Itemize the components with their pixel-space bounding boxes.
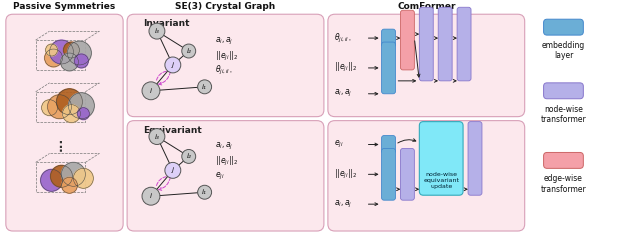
Text: $\boldsymbol{a_i, a_j}$: $\boldsymbol{a_i, a_j}$	[334, 88, 353, 99]
FancyBboxPatch shape	[543, 153, 583, 168]
Circle shape	[49, 40, 74, 64]
FancyBboxPatch shape	[543, 19, 583, 35]
FancyBboxPatch shape	[381, 42, 396, 94]
Text: i₃: i₃	[154, 134, 159, 139]
Text: $||\boldsymbol{e_{ji}}||_2$: $||\boldsymbol{e_{ji}}||_2$	[334, 61, 357, 74]
Text: j: j	[172, 167, 174, 173]
Text: i₂: i₂	[186, 48, 191, 54]
FancyBboxPatch shape	[468, 122, 482, 195]
Text: SE(3) Crystal Graph: SE(3) Crystal Graph	[175, 2, 276, 11]
Circle shape	[165, 162, 180, 178]
Circle shape	[47, 95, 72, 119]
FancyBboxPatch shape	[381, 135, 396, 154]
FancyBboxPatch shape	[328, 121, 525, 231]
Circle shape	[61, 162, 85, 186]
FancyBboxPatch shape	[381, 29, 396, 47]
Circle shape	[198, 80, 212, 94]
Text: j: j	[172, 62, 174, 68]
FancyBboxPatch shape	[401, 10, 414, 70]
Text: $\boldsymbol{e_{ji}}$: $\boldsymbol{e_{ji}}$	[334, 139, 344, 150]
Text: embedding
layer: embedding layer	[542, 41, 585, 60]
Text: $||\boldsymbol{e_{ji}}||_2$: $||\boldsymbol{e_{ji}}||_2$	[214, 155, 237, 168]
Text: Passive Symmetries: Passive Symmetries	[13, 2, 116, 11]
Text: i₂: i₂	[186, 154, 191, 159]
Text: ComFormer: ComFormer	[397, 2, 456, 11]
Text: i: i	[150, 193, 152, 199]
Circle shape	[182, 150, 196, 163]
Text: $\theta_{ji,ii_*}$: $\theta_{ji,ii_*}$	[214, 64, 232, 77]
Circle shape	[67, 41, 92, 65]
Text: i₁: i₁	[202, 84, 207, 90]
Circle shape	[45, 49, 63, 67]
Text: i₁: i₁	[202, 189, 207, 195]
FancyBboxPatch shape	[438, 7, 452, 81]
Text: $\boldsymbol{a_i, a_j}$: $\boldsymbol{a_i, a_j}$	[214, 141, 233, 152]
Text: edge-wise
transformer: edge-wise transformer	[541, 174, 586, 194]
Text: $\boldsymbol{a_i, a_j}$: $\boldsymbol{a_i, a_j}$	[334, 199, 353, 210]
Text: $||\boldsymbol{e_{ji}}||_2$: $||\boldsymbol{e_{ji}}||_2$	[334, 168, 357, 181]
Text: Invariant: Invariant	[143, 19, 189, 28]
Circle shape	[142, 82, 160, 100]
Circle shape	[142, 187, 160, 205]
Circle shape	[45, 44, 58, 56]
Text: $\boldsymbol{a_i, a_j}$: $\boldsymbol{a_i, a_j}$	[214, 36, 233, 47]
Text: $\theta_{ji,ii_*}$: $\theta_{ji,ii_*}$	[334, 32, 351, 45]
Circle shape	[198, 185, 212, 199]
Circle shape	[56, 89, 83, 115]
FancyBboxPatch shape	[381, 149, 396, 200]
Circle shape	[63, 105, 81, 123]
FancyBboxPatch shape	[127, 121, 324, 231]
Circle shape	[61, 177, 77, 193]
Circle shape	[74, 168, 93, 188]
Circle shape	[40, 169, 63, 191]
Text: $\boldsymbol{e_{ji}}$: $\boldsymbol{e_{ji}}$	[214, 171, 224, 182]
Circle shape	[149, 23, 165, 39]
Circle shape	[149, 129, 165, 145]
FancyBboxPatch shape	[401, 149, 414, 200]
FancyBboxPatch shape	[127, 14, 324, 117]
Circle shape	[165, 57, 180, 73]
Circle shape	[42, 100, 58, 116]
Text: node-wise
equivariant
update: node-wise equivariant update	[423, 172, 460, 189]
FancyBboxPatch shape	[6, 14, 123, 231]
Circle shape	[68, 93, 94, 119]
Circle shape	[63, 42, 79, 58]
Circle shape	[182, 44, 196, 58]
Text: i: i	[150, 88, 152, 94]
Circle shape	[61, 53, 78, 71]
Text: ···: ···	[55, 136, 68, 151]
Circle shape	[77, 108, 90, 120]
FancyBboxPatch shape	[419, 122, 463, 195]
Text: i₃: i₃	[154, 28, 159, 34]
FancyBboxPatch shape	[543, 83, 583, 99]
FancyBboxPatch shape	[457, 7, 471, 81]
FancyBboxPatch shape	[328, 14, 525, 117]
FancyBboxPatch shape	[419, 7, 433, 81]
Circle shape	[74, 54, 88, 68]
Text: $||\boldsymbol{e_{ji}}||_2$: $||\boldsymbol{e_{ji}}||_2$	[214, 49, 237, 62]
Circle shape	[51, 165, 72, 187]
Text: node-wise
transformer: node-wise transformer	[541, 105, 586, 124]
Text: Equivariant: Equivariant	[143, 126, 202, 135]
